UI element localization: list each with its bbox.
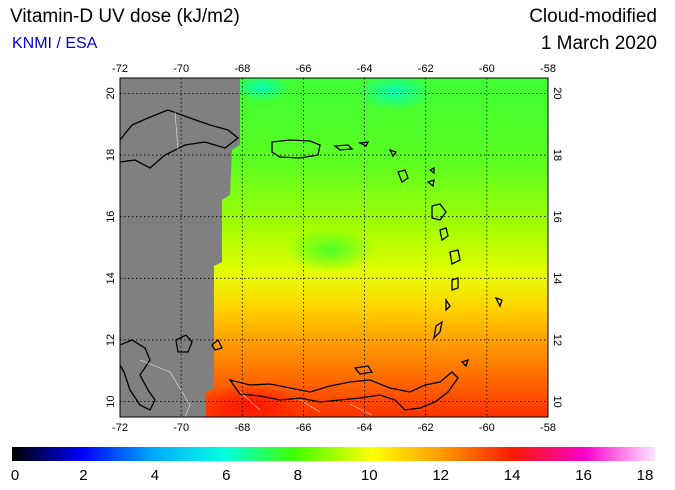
lon-tick-label: -68 — [234, 422, 250, 434]
lat-tick-label: 14 — [105, 272, 117, 284]
lat-tick-label: 10 — [551, 395, 563, 407]
lon-tick-label: -72 — [112, 63, 128, 75]
coastlines — [119, 109, 503, 411]
lon-ticks-top: -72 -70 -68 -66 -64 -62 -60 -58 — [112, 63, 556, 75]
map-plot-area — [120, 78, 548, 417]
lon-ticks-bottom: -72 -70 -68 -66 -64 -62 -60 -58 — [112, 422, 556, 434]
graticule — [120, 78, 548, 417]
uv-field-patch — [285, 228, 375, 272]
coastline-trinidad-margarita — [353, 358, 470, 375]
lon-tick-label: -64 — [357, 422, 373, 434]
lon-tick-label: -66 — [295, 422, 311, 434]
lon-tick-label: -60 — [479, 63, 495, 75]
lat-tick-label: 16 — [105, 211, 117, 223]
coastline-puerto-rico — [271, 139, 321, 159]
colorbar-tick-label: 16 — [575, 467, 592, 484]
lat-tick-label: 20 — [105, 87, 117, 99]
uv-field-patch — [195, 383, 305, 417]
coastline-venezuela-north — [228, 371, 459, 411]
lon-tick-label: -58 — [540, 63, 556, 75]
colorbar-tick-label: 14 — [504, 467, 521, 484]
lon-tick-label: -70 — [173, 63, 189, 75]
colorbar-tick-label: 2 — [79, 467, 87, 484]
product-label: Cloud-modified — [529, 6, 657, 27]
lon-tick-label: -72 — [112, 422, 128, 434]
lon-tick-label: -64 — [357, 63, 373, 75]
source-label: KNMI / ESA — [12, 35, 98, 52]
lon-tick-label: -62 — [418, 422, 434, 434]
colorbar — [12, 447, 655, 461]
colorbar-tick-label: 10 — [361, 467, 378, 484]
lon-tick-label: -68 — [234, 63, 250, 75]
lon-tick-label: -66 — [295, 63, 311, 75]
colorbar-tick-label: 12 — [432, 467, 449, 484]
lat-tick-label: 16 — [551, 211, 563, 223]
map-title: Vitamin-D UV dose (kJ/m2) — [10, 6, 240, 27]
colorbar-tick-label: 18 — [637, 467, 654, 484]
border-haiti-dr — [174, 111, 179, 151]
map-frame — [119, 77, 549, 418]
coastline-guadeloupe — [431, 203, 449, 242]
border-colombia-venezuela — [139, 359, 191, 418]
colorbar-tick-label: 0 — [11, 467, 19, 484]
coastline-aruba — [175, 334, 193, 353]
lon-tick-label: -58 — [540, 422, 556, 434]
colorbar-tick-label: 8 — [294, 467, 302, 484]
colorbar-tick-label: 4 — [151, 467, 159, 484]
lon-tick-label: -62 — [418, 63, 434, 75]
uv-field-patch — [357, 78, 433, 110]
colorbar-tick-label: 6 — [222, 467, 230, 484]
lat-tick-label: 20 — [551, 87, 563, 99]
lat-tick-label: 12 — [105, 334, 117, 346]
lat-tick-label: 12 — [551, 334, 563, 346]
lat-tick-label: 18 — [105, 149, 117, 161]
uv-field-patch — [234, 78, 290, 102]
lon-tick-label: -70 — [173, 422, 189, 434]
coastline-curacao — [211, 338, 223, 351]
coastline-venezuela-west — [119, 339, 156, 411]
lon-tick-label: -60 — [479, 422, 495, 434]
lat-ticks-left: 10 12 14 16 18 20 — [105, 87, 117, 407]
lat-tick-label: 10 — [105, 395, 117, 407]
coastline-virgin-islands — [333, 141, 398, 158]
colorbar-ticks: 0 2 4 6 8 10 12 14 16 18 — [11, 467, 654, 484]
lat-ticks-right: 10 12 14 16 18 20 — [551, 87, 563, 407]
coastline-leeward-islands — [397, 166, 435, 188]
no-data-region — [120, 78, 240, 417]
lat-tick-label: 14 — [551, 272, 563, 284]
coastline-windward-islands — [433, 296, 503, 340]
coastline-hispaniola — [119, 109, 240, 169]
date-label: 1 March 2020 — [540, 33, 657, 54]
lat-tick-label: 18 — [551, 149, 563, 161]
